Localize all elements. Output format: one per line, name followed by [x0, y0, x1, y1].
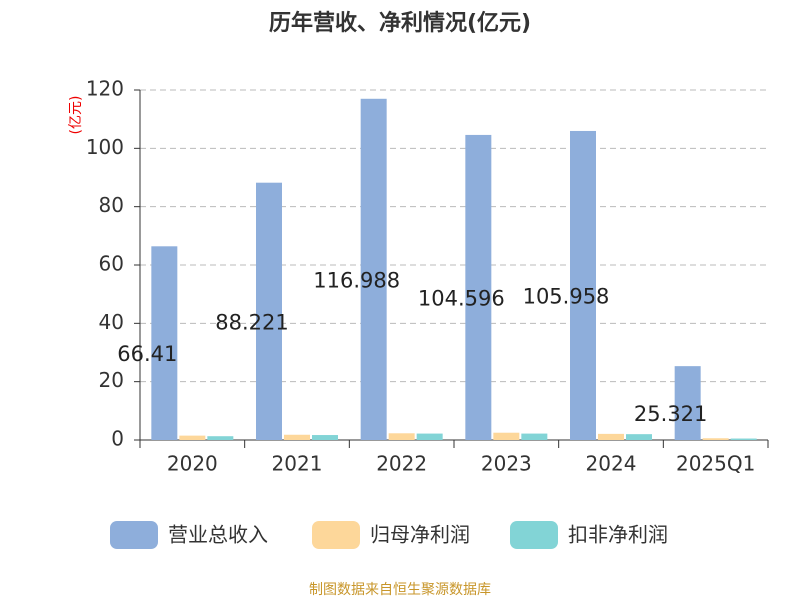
bar	[284, 434, 310, 440]
y-tick-label: 0	[111, 427, 124, 451]
x-tick-label: 2024	[586, 452, 637, 476]
y-tick-label: 80	[99, 193, 124, 217]
bar	[702, 438, 729, 440]
legend-swatch	[110, 521, 158, 549]
y-tick-label: 120	[86, 77, 124, 101]
bar	[626, 434, 652, 440]
data-label: 88.221	[215, 310, 288, 334]
bar	[416, 433, 443, 440]
bar	[465, 134, 492, 440]
bar	[207, 436, 234, 440]
bar	[151, 246, 178, 440]
y-tick-label: 60	[99, 252, 124, 276]
y-tick-label: 100	[86, 135, 124, 159]
bar	[256, 182, 282, 440]
legend-label: 营业总收入	[168, 523, 268, 547]
bar	[598, 433, 624, 440]
legend-label: 归母净利润	[370, 523, 470, 547]
x-tick-label: 2021	[272, 452, 323, 476]
data-label: 116.988	[313, 268, 400, 292]
bar	[360, 98, 387, 440]
bar	[179, 435, 206, 440]
source-note: 制图数据来自恒生聚源数据库	[309, 582, 491, 598]
y-tick-label: 20	[99, 368, 124, 392]
legend-swatch	[312, 521, 360, 549]
y-tick-label: 40	[99, 310, 124, 334]
x-tick-label: 2022	[376, 452, 427, 476]
y-axis-label: (亿元)	[68, 96, 84, 135]
chart-title: 历年营收、净利情况(亿元)	[269, 10, 531, 36]
legend-swatch	[510, 521, 558, 549]
bar	[730, 438, 757, 440]
bar	[570, 130, 596, 441]
data-label: 104.596	[418, 286, 505, 310]
x-tick-label: 2023	[481, 452, 532, 476]
bar	[521, 433, 548, 440]
data-label: 66.41	[117, 342, 177, 366]
legend-label: 扣非净利润	[568, 523, 668, 547]
x-tick-label: 2025Q1	[676, 452, 755, 476]
bar	[674, 366, 701, 440]
data-label: 25.321	[634, 402, 707, 426]
data-label: 105.958	[523, 284, 610, 308]
bar	[312, 435, 338, 440]
x-tick-label: 2020	[167, 452, 218, 476]
bar	[493, 432, 520, 440]
bar	[388, 433, 415, 440]
